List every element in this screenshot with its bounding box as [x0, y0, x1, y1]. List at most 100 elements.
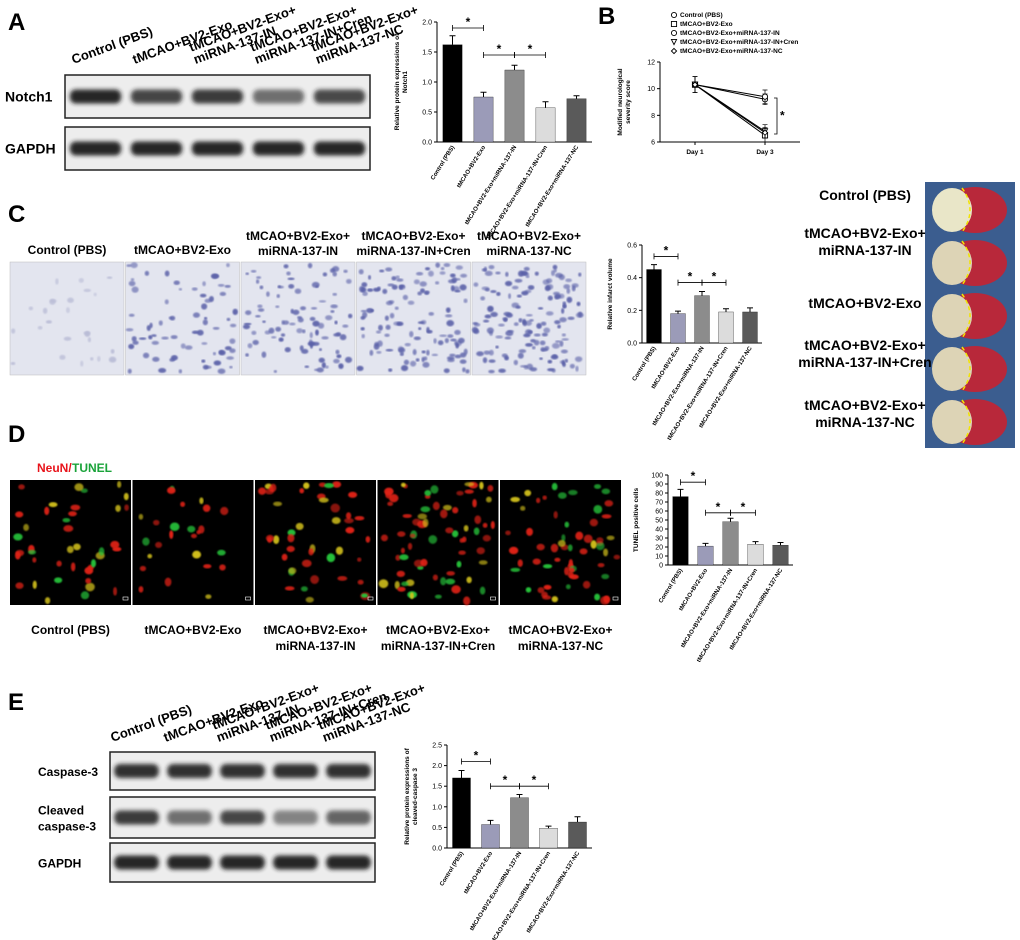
cell: [273, 501, 283, 507]
x-tick-label: tMCAO+BV2-Exo+miRNA-137-NC: [526, 850, 582, 934]
infarct-outline: [961, 346, 971, 392]
cell-nucleus: [229, 348, 236, 354]
cell: [123, 492, 129, 501]
cell-nucleus: [484, 270, 493, 276]
bar: [742, 311, 758, 344]
cell-nucleus: [555, 272, 563, 278]
cell-nucleus: [347, 313, 353, 319]
cell: [112, 546, 122, 552]
cell-nucleus: [578, 272, 582, 277]
cell-nucleus: [255, 279, 260, 284]
cell: [568, 567, 575, 573]
cell: [524, 489, 532, 497]
blot-band: [114, 810, 159, 825]
cell-nucleus: [525, 320, 532, 326]
cell: [203, 564, 212, 569]
cell-nucleus: [226, 317, 231, 322]
panel-label: E: [8, 689, 24, 716]
cell-nucleus: [312, 341, 320, 346]
x-tick-label-text: Control (PBS): [658, 568, 684, 605]
image-label: Control (PBS): [31, 623, 110, 637]
cell: [361, 593, 368, 598]
cell-nucleus: [315, 329, 319, 336]
cell-nucleus: [199, 293, 207, 298]
cell: [579, 548, 588, 555]
y-tick-label: 0.5: [432, 825, 442, 832]
cell: [205, 594, 212, 599]
cell-nucleus: [488, 359, 496, 363]
cell-nucleus: [577, 311, 583, 318]
cell-nucleus: [333, 333, 342, 337]
cell-nucleus: [527, 285, 535, 290]
cell: [440, 577, 447, 586]
cell-nucleus: [108, 356, 117, 363]
cell-nucleus: [229, 338, 236, 344]
cell-nucleus: [389, 312, 395, 319]
x-tick-label: tMCAO+BV2-Exo+miRNA-137-IN: [464, 145, 518, 226]
cell-nucleus: [561, 338, 569, 341]
significance-mark: *: [528, 42, 533, 56]
cell-nucleus: [484, 314, 492, 319]
significance-mark: *: [716, 500, 721, 514]
cell-nucleus: [534, 271, 539, 276]
cell-nucleus: [170, 355, 178, 361]
cell-nucleus: [543, 327, 551, 334]
y-tick-label: 6: [651, 140, 655, 147]
x-tick-label: tMCAO+BV2-Exo+miRNA-137-IN+Cren: [489, 851, 552, 940]
cell-nucleus: [454, 329, 461, 335]
cell: [331, 517, 341, 525]
x-tick-label: Day 3: [756, 149, 774, 156]
cell: [70, 504, 81, 511]
cell-nucleus: [426, 349, 430, 356]
cell-nucleus: [504, 355, 509, 361]
cell: [456, 560, 462, 568]
cell-nucleus: [517, 352, 524, 359]
y-axis-label-text: Relative infarct volume: [607, 258, 614, 330]
stain-label: TUNEL: [72, 461, 112, 475]
image-label: tMCAO+BV2-Exo+: [263, 623, 367, 637]
cell-nucleus: [384, 315, 389, 321]
cell: [318, 497, 329, 503]
cell-nucleus: [201, 303, 208, 310]
cell-nucleus: [503, 311, 512, 316]
cell-nucleus: [332, 271, 338, 277]
cell-nucleus: [213, 360, 222, 366]
cell-nucleus: [513, 322, 519, 327]
cell: [537, 587, 545, 594]
cell: [324, 483, 334, 489]
y-tick-label: 1.5: [432, 784, 442, 791]
cell-nucleus: [128, 343, 135, 350]
significance-mark: *: [780, 108, 785, 122]
cell: [18, 484, 25, 490]
cell-nucleus: [367, 288, 374, 292]
cell-nucleus: [325, 315, 333, 321]
cell-nucleus: [218, 349, 226, 356]
cell-nucleus: [131, 286, 139, 293]
cell-nucleus: [496, 291, 501, 296]
cell: [187, 525, 196, 533]
cell-nucleus: [525, 275, 530, 279]
y-tick-label: 0.0: [432, 846, 442, 853]
cell: [387, 501, 394, 506]
error-bar: [723, 308, 729, 312]
cell-nucleus: [382, 288, 388, 294]
cell-nucleus: [128, 313, 135, 317]
cell: [395, 554, 401, 561]
cell: [551, 596, 559, 603]
bar: [670, 313, 686, 344]
cell-nucleus: [539, 357, 543, 360]
cell: [463, 525, 469, 532]
y-tick-label: 100: [651, 473, 663, 480]
cell-nucleus: [146, 325, 151, 332]
cell-nucleus: [433, 338, 437, 344]
y-tick-label: 1.5: [422, 50, 432, 57]
cell: [332, 481, 342, 488]
legend-label: tMCAO+BV2-Exo: [680, 21, 733, 28]
ttc-label: tMCAO+BV2-Exo+: [804, 337, 925, 353]
cell: [138, 586, 144, 593]
cell-nucleus: [158, 367, 167, 373]
bar: [694, 295, 710, 344]
cell-nucleus: [361, 282, 368, 288]
cell-nucleus: [455, 278, 461, 281]
cell-nucleus: [527, 330, 533, 334]
